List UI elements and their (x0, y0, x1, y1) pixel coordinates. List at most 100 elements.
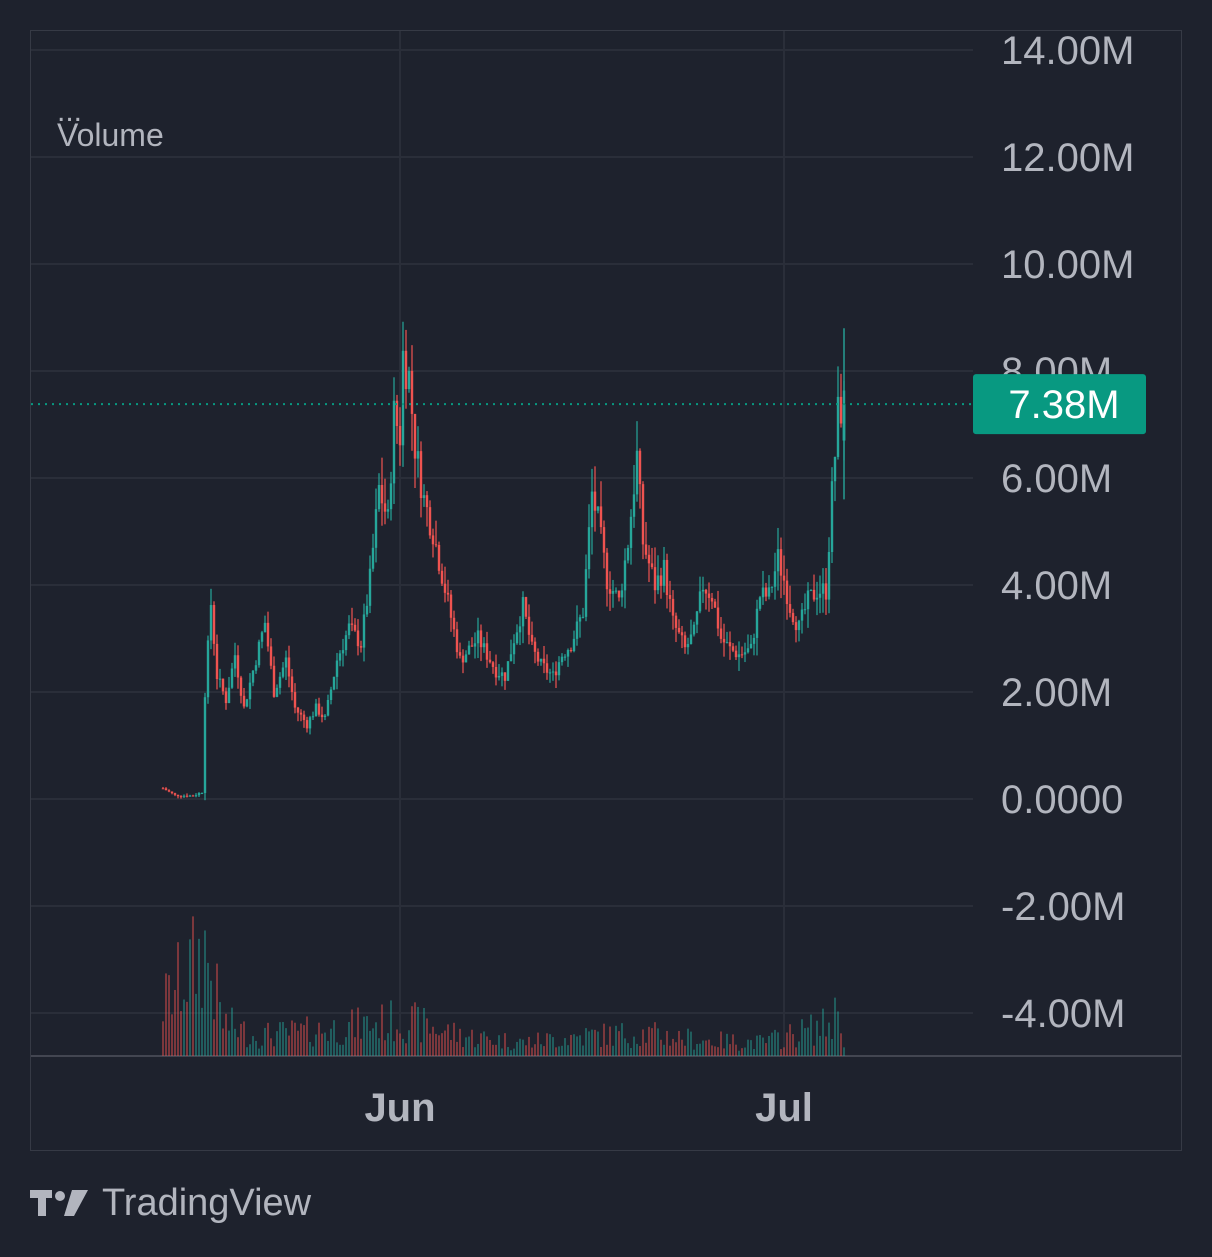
candle-body (497, 675, 501, 678)
last-value-badge (973, 374, 1146, 435)
candle-body (581, 616, 585, 618)
candle-body (503, 672, 507, 681)
y-axis[interactable]: 14.00M12.00M10.00M8.00M6.00M4.00M2.00M0.… (1001, 31, 1134, 1036)
candle-body (371, 547, 375, 569)
candle-body (734, 650, 738, 658)
candle-body (701, 589, 705, 592)
volume-bars (162, 916, 845, 1056)
candle-body (212, 605, 216, 644)
candle-body (386, 509, 390, 512)
candle-body (836, 396, 840, 457)
candle-body (167, 790, 171, 792)
candle-body (740, 654, 744, 656)
y-tick-label: 2.00M (1001, 671, 1112, 715)
candle-body (629, 516, 633, 548)
candle-body (209, 605, 213, 641)
y-tick-label: 0.0000 (1001, 778, 1123, 822)
brand-name: TradingView (102, 1181, 312, 1224)
legend-menu-button[interactable]: ... (57, 95, 83, 128)
candle-body (554, 671, 558, 676)
candle-body (797, 620, 801, 631)
candle-body (494, 666, 498, 678)
candle-body (641, 484, 645, 545)
candle-body (437, 544, 441, 571)
candle-body (563, 656, 567, 658)
candle-body (341, 650, 345, 654)
candle-body (335, 660, 339, 677)
candle-body (584, 569, 588, 617)
candle-body (356, 630, 360, 647)
candle-body (191, 795, 195, 797)
candle-body (491, 662, 495, 667)
candle-body (512, 643, 516, 655)
candle-body (254, 665, 258, 671)
candle-body (176, 794, 180, 797)
candle-body (593, 491, 597, 511)
candle-body (230, 668, 234, 688)
candle-body (737, 654, 741, 658)
candle-body (188, 795, 192, 797)
candle-body (833, 456, 837, 482)
candle-body (353, 624, 357, 631)
candle-body (569, 650, 573, 652)
candle-body (263, 622, 267, 633)
candle-body (461, 655, 465, 663)
candle-body (452, 617, 456, 630)
candle-body (428, 507, 432, 536)
candle-body (296, 707, 300, 713)
y-tick-label: -4.00M (1001, 992, 1126, 1036)
candle-body (674, 615, 678, 628)
candle-body (806, 590, 810, 610)
candle-body (377, 485, 381, 510)
candle-body (473, 643, 477, 647)
candle-body (659, 575, 663, 586)
candle-body (551, 671, 555, 673)
candle-body (731, 646, 735, 651)
candle-body (743, 652, 747, 655)
candle-body (260, 632, 264, 642)
candle-body (803, 609, 807, 611)
candle-body (434, 544, 438, 546)
candle-body (203, 697, 207, 793)
candle-body (683, 635, 687, 648)
candle-body (560, 656, 564, 663)
candle-body (233, 655, 237, 669)
candle-body (317, 703, 321, 715)
candle-body (764, 587, 768, 597)
chart-svg: 14.00M12.00M10.00M8.00M6.00M4.00M2.00M0.… (31, 31, 1181, 1130)
candle-body (692, 624, 696, 635)
chart-area[interactable]: 14.00M 12.00M 10.00M 8.00M 6.00M 4.00M 2.00M 0.… (30, 30, 1182, 1151)
x-axis[interactable]: Jun Jul (364, 1086, 812, 1130)
candle-body (527, 616, 531, 635)
candle-body (668, 595, 672, 599)
candle-body (206, 640, 210, 698)
candle-body (320, 714, 324, 718)
tradingview-logo[interactable]: TradingView (30, 1180, 311, 1226)
candle-body (755, 608, 759, 638)
candle-body (362, 614, 366, 648)
candle-body (713, 601, 717, 608)
candle-body (242, 695, 246, 707)
candle-body (617, 590, 621, 598)
candle-body (200, 792, 204, 794)
candle-body (809, 589, 813, 591)
candle-body (218, 678, 222, 680)
candle-body (422, 495, 426, 499)
candle-body (749, 643, 753, 649)
candle-body (710, 597, 714, 602)
candle-body (464, 654, 468, 663)
candle-body (395, 400, 399, 427)
grid-lines (31, 31, 1181, 1057)
x-tick-label: Jul (755, 1086, 813, 1130)
candle-body (227, 687, 231, 704)
candle-body (614, 590, 618, 592)
candle-body (449, 594, 453, 618)
candle-body (185, 795, 189, 797)
candle-body (476, 630, 480, 644)
candle-body (275, 687, 279, 697)
candle-body (305, 720, 309, 729)
candle-body (761, 587, 765, 598)
candle-body (326, 699, 330, 716)
y-tick-label: 4.00M (1001, 564, 1112, 608)
candle-body (599, 506, 603, 528)
